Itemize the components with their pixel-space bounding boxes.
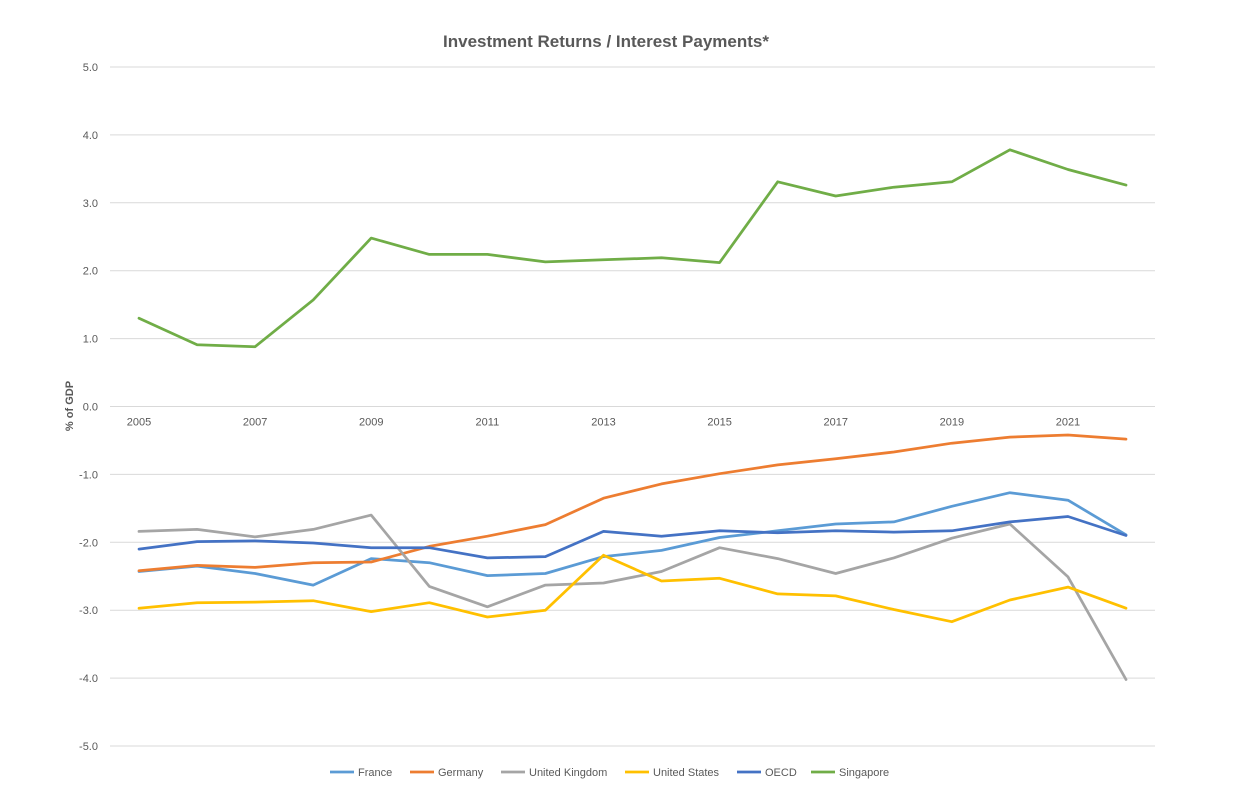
- legend-label-france: France: [358, 767, 392, 779]
- x-tick-label: 2007: [243, 417, 267, 429]
- chart-title: Investment Returns / Interest Payments*: [443, 32, 769, 51]
- series-line-united-states: [137, 553, 1128, 624]
- y-axis-tick-labels: 5.0 4.0 3.0 2.0 1.0 0.0 -1.0 -2.0 -3.0 -4.0 -5.0: [79, 62, 98, 753]
- series-line-oecd: [137, 515, 1128, 560]
- legend-label-oecd: OECD: [765, 767, 797, 779]
- legend: France Germany United Kingdom United States…: [330, 767, 889, 779]
- x-tick-label: 2005: [127, 417, 151, 429]
- y-tick-label: 4.0: [83, 130, 98, 142]
- y-tick-label: -2.0: [79, 537, 98, 549]
- series-line-france: [137, 491, 1128, 587]
- legend-label-united-kingdom: United Kingdom: [529, 767, 607, 779]
- x-tick-label: 2019: [940, 417, 964, 429]
- y-tick-label: -4.0: [79, 673, 98, 685]
- legend-label-germany: Germany: [438, 767, 484, 779]
- x-tick-label: 2009: [359, 417, 383, 429]
- x-tick-label: 2017: [823, 417, 847, 429]
- x-axis-tick-labels: 2005 2007 2009 2011 2013 2015 2017 2019 2021: [127, 417, 1080, 429]
- y-tick-label: -5.0: [79, 741, 98, 753]
- y-tick-label: 1.0: [83, 334, 98, 346]
- y-tick-label: 5.0: [83, 62, 98, 74]
- legend-label-united-states: United States: [653, 767, 720, 779]
- x-tick-label: 2013: [591, 417, 615, 429]
- series-lines: [137, 148, 1128, 681]
- legend-label-singapore: Singapore: [839, 767, 889, 779]
- series-line-singapore: [137, 148, 1128, 349]
- y-tick-label: 3.0: [83, 198, 98, 210]
- y-tick-label: -1.0: [79, 469, 98, 481]
- y-axis-title: % of GDP: [64, 381, 76, 431]
- x-tick-label: 2021: [1056, 417, 1080, 429]
- gridlines: [110, 66, 1155, 747]
- x-tick-label: 2011: [476, 417, 500, 429]
- y-tick-label: 2.0: [83, 266, 98, 278]
- y-tick-label: -3.0: [79, 605, 98, 617]
- y-tick-label: 0.0: [83, 402, 98, 414]
- series-line-germany: [137, 433, 1128, 573]
- series-line-united-kingdom: [137, 513, 1128, 681]
- x-tick-label: 2015: [707, 417, 731, 429]
